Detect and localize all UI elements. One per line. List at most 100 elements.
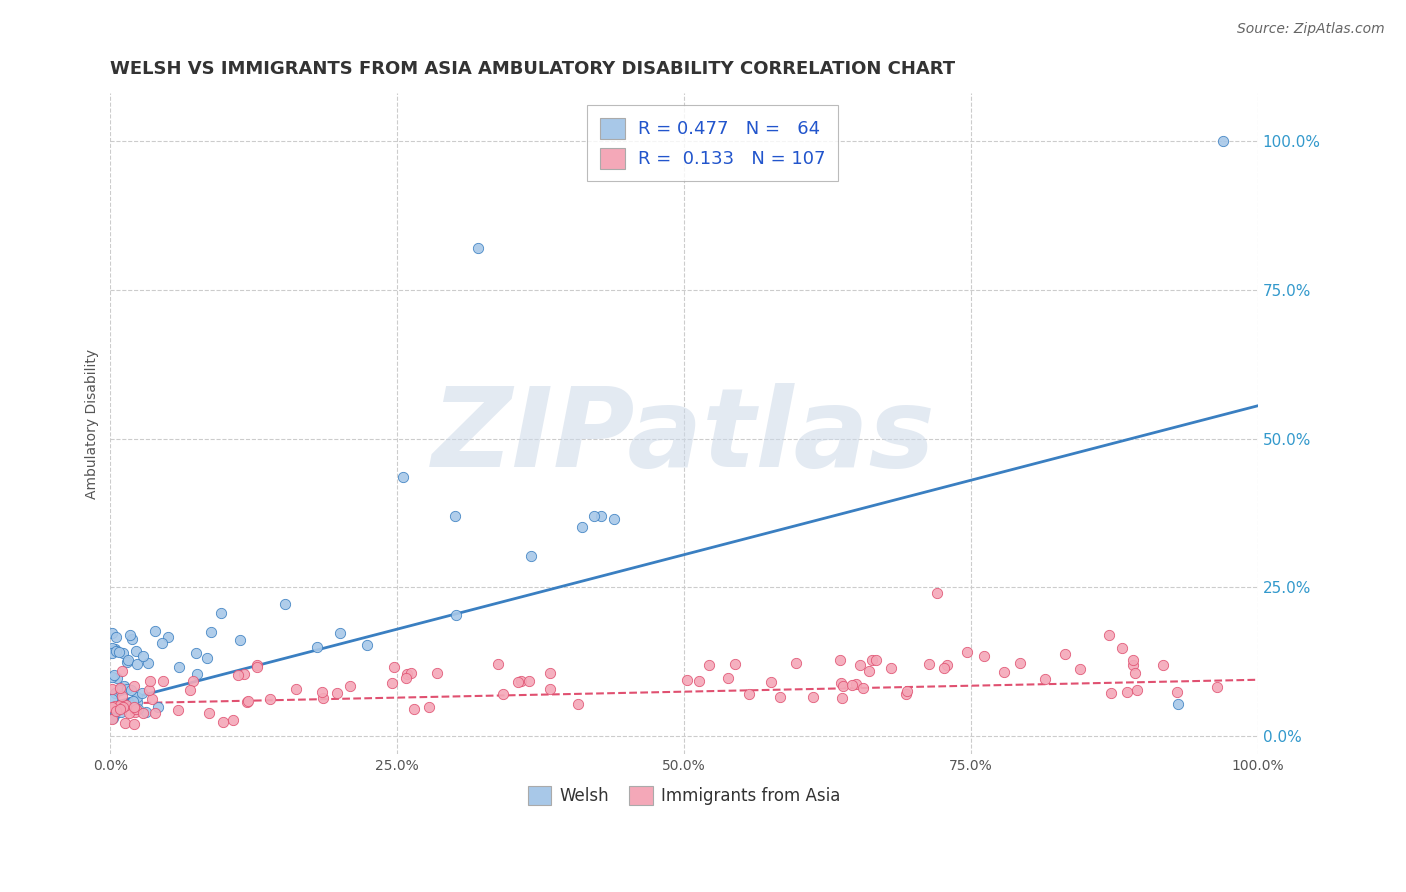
Point bbox=[226, 668, 249, 682]
Point bbox=[132, 648, 155, 663]
Point bbox=[110, 702, 132, 716]
Point bbox=[759, 674, 782, 689]
Point bbox=[108, 699, 131, 714]
Point bbox=[121, 683, 143, 698]
Point bbox=[1122, 657, 1144, 672]
Point bbox=[259, 691, 281, 706]
Point bbox=[236, 694, 259, 708]
Point bbox=[110, 682, 132, 697]
Point bbox=[356, 638, 378, 652]
Point bbox=[312, 691, 335, 706]
Point bbox=[285, 682, 308, 697]
Point bbox=[184, 646, 207, 660]
Point bbox=[103, 711, 125, 725]
Point bbox=[849, 657, 872, 672]
Point bbox=[382, 660, 405, 674]
Point bbox=[582, 509, 605, 524]
Point bbox=[143, 706, 166, 721]
Point bbox=[139, 674, 162, 689]
Point bbox=[198, 706, 221, 721]
Point bbox=[112, 679, 135, 693]
Point bbox=[181, 673, 204, 688]
Point bbox=[392, 470, 415, 484]
Point bbox=[122, 694, 145, 708]
Point bbox=[115, 655, 138, 669]
Point bbox=[111, 690, 134, 704]
Point bbox=[101, 625, 124, 640]
Point bbox=[124, 700, 146, 714]
Point bbox=[104, 698, 127, 713]
Point bbox=[212, 715, 235, 730]
Point bbox=[111, 700, 134, 714]
Point bbox=[114, 716, 136, 731]
Point bbox=[769, 690, 792, 704]
Point bbox=[131, 686, 153, 700]
Point bbox=[1123, 666, 1146, 681]
Point bbox=[785, 657, 807, 671]
Point bbox=[100, 646, 122, 660]
Point bbox=[110, 698, 132, 713]
Point bbox=[1166, 697, 1188, 711]
Point bbox=[339, 679, 361, 693]
Point bbox=[402, 701, 425, 715]
Point bbox=[245, 658, 267, 673]
Point bbox=[443, 508, 465, 523]
Point bbox=[311, 684, 333, 698]
Point bbox=[1152, 658, 1174, 673]
Point bbox=[418, 700, 440, 714]
Point bbox=[233, 667, 256, 681]
Point bbox=[880, 661, 903, 675]
Point bbox=[101, 670, 124, 684]
Point bbox=[426, 665, 449, 680]
Point bbox=[492, 687, 515, 701]
Point bbox=[112, 646, 135, 660]
Point bbox=[121, 632, 143, 646]
Point bbox=[860, 653, 883, 667]
Point bbox=[118, 628, 141, 642]
Point bbox=[108, 645, 131, 659]
Point bbox=[1098, 628, 1121, 642]
Point bbox=[865, 653, 887, 667]
Point bbox=[112, 698, 135, 713]
Point bbox=[1099, 686, 1122, 700]
Point bbox=[1053, 648, 1076, 662]
Point bbox=[167, 703, 190, 717]
Point bbox=[603, 511, 626, 525]
Point bbox=[738, 687, 761, 701]
Point bbox=[956, 645, 979, 659]
Point bbox=[444, 608, 467, 623]
Point bbox=[146, 699, 169, 714]
Point bbox=[195, 651, 218, 665]
Point bbox=[1069, 662, 1091, 676]
Point bbox=[509, 674, 531, 689]
Point bbox=[1166, 684, 1188, 698]
Point bbox=[110, 705, 132, 719]
Point bbox=[122, 679, 145, 693]
Point bbox=[104, 706, 127, 721]
Point bbox=[111, 664, 134, 678]
Point bbox=[104, 644, 127, 658]
Text: ZIPatlas: ZIPatlas bbox=[432, 384, 936, 491]
Point bbox=[104, 685, 127, 699]
Point bbox=[973, 648, 995, 663]
Point bbox=[934, 661, 956, 675]
Point bbox=[200, 625, 222, 640]
Point bbox=[124, 702, 146, 716]
Point bbox=[307, 640, 329, 655]
Point bbox=[828, 652, 851, 666]
Point bbox=[125, 644, 148, 658]
Point bbox=[115, 681, 138, 696]
Point bbox=[115, 698, 138, 712]
Point bbox=[122, 716, 145, 731]
Point bbox=[229, 632, 252, 647]
Point bbox=[925, 586, 948, 600]
Point bbox=[100, 712, 122, 726]
Point bbox=[852, 681, 875, 695]
Point bbox=[100, 641, 122, 656]
Point bbox=[724, 657, 747, 671]
Point bbox=[697, 658, 720, 673]
Point bbox=[124, 705, 146, 719]
Point bbox=[110, 701, 132, 715]
Point bbox=[676, 673, 699, 687]
Point bbox=[688, 673, 710, 688]
